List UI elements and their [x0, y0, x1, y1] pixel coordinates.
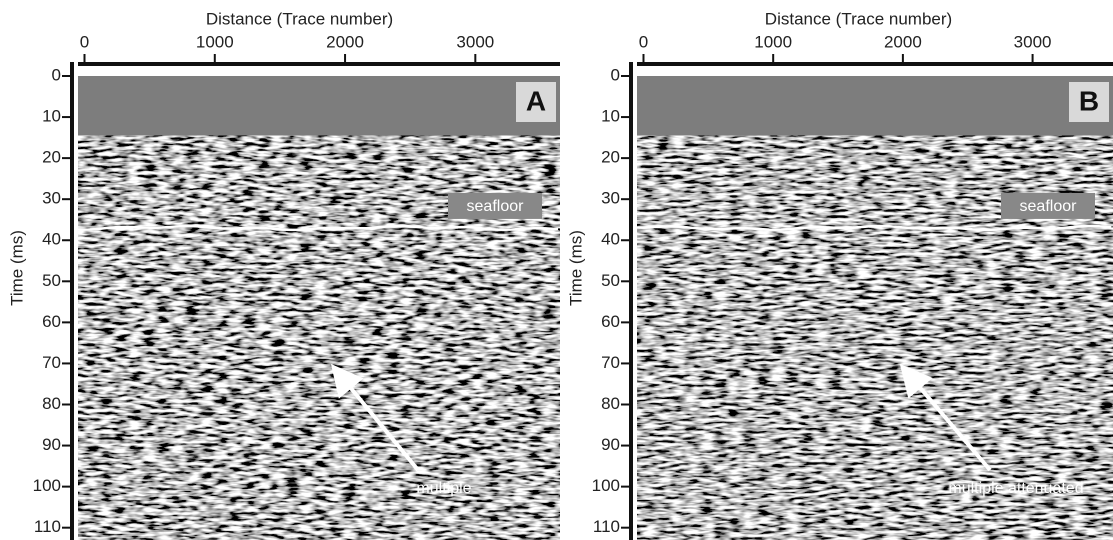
y-tick-label: 60 [601, 312, 620, 331]
y-tick-label: 90 [42, 435, 61, 454]
y-tick-label: 50 [42, 271, 61, 290]
x-tick-label: 1000 [196, 32, 234, 51]
x-tick-label: 0 [639, 32, 648, 51]
muted-zone [78, 76, 560, 136]
seafloor-label-box [448, 192, 542, 219]
x-tick-label: 2000 [326, 32, 364, 51]
y-axis-title: Time (ms) [566, 230, 585, 306]
y-tick-label: 70 [601, 353, 620, 372]
y-tick-label: 0 [611, 65, 620, 84]
y-tick-label: 90 [601, 435, 620, 454]
x-axis-title: Distance (Trace number) [765, 9, 952, 28]
annotation-arrow [330, 363, 420, 472]
y-tick-label: 110 [593, 517, 620, 536]
y-tick-label: 60 [42, 312, 61, 331]
y-tick-label: 80 [601, 394, 620, 413]
x-tick-label: 3000 [1014, 32, 1052, 51]
y-tick-label: 0 [52, 65, 61, 84]
annotation: multiple [416, 480, 471, 497]
y-tick-label: 100 [33, 476, 61, 495]
panel-label-box [1069, 82, 1109, 122]
y-tick-label: 100 [592, 476, 620, 495]
x-tick-label: 2000 [884, 32, 922, 51]
y-tick-label: 40 [42, 230, 61, 249]
seafloor-label: seafloor [467, 198, 525, 215]
y-tick-label: 70 [42, 353, 61, 372]
y-tick-label: 30 [601, 189, 620, 208]
panel-label: A [526, 85, 546, 116]
y-tick-label: 10 [42, 107, 61, 126]
y-axis-title: Time (ms) [7, 230, 26, 306]
y-tick-label: 30 [42, 189, 61, 208]
y-tick-label: 10 [601, 107, 620, 126]
y-tick-label: 20 [42, 148, 61, 167]
seafloor-label: seafloor [1020, 198, 1078, 215]
y-tick-label: 40 [601, 230, 620, 249]
annotation-arrow [899, 363, 992, 472]
muted-zone [637, 76, 1113, 136]
x-tick-label: 3000 [456, 32, 494, 51]
x-axis-title: Distance (Trace number) [206, 9, 393, 28]
panel-label-box [516, 82, 556, 122]
seafloor-line [637, 224, 1112, 232]
seafloor-line [77, 224, 559, 232]
y-tick-label: 80 [42, 394, 61, 413]
y-tick-label: 50 [601, 271, 620, 290]
seafloor-label-box [1001, 192, 1095, 219]
x-tick-label: 0 [80, 32, 89, 51]
panel-label: B [1079, 85, 1099, 116]
y-tick-label: 110 [34, 517, 61, 536]
x-tick-label: 1000 [754, 32, 792, 51]
annotation: multiple attenuated [948, 480, 1083, 497]
y-tick-label: 20 [601, 148, 620, 167]
